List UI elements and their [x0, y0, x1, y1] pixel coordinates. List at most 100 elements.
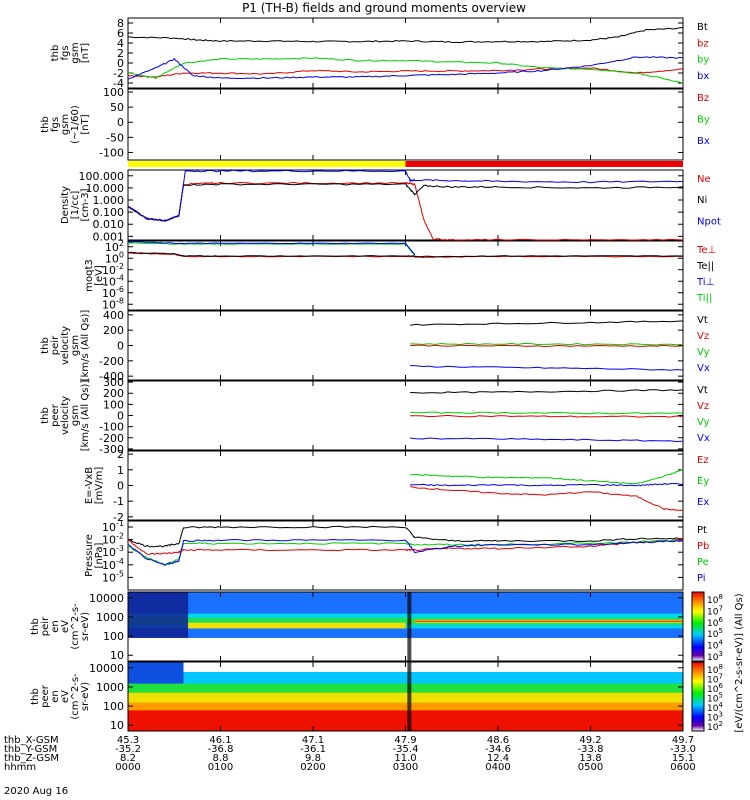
panel-peir_velocity: 400 200 0 -200 -400 thb peir velocity gsm [km/s (…	[40, 309, 710, 383]
legend-entry: Bt	[697, 22, 708, 33]
x-axis-tick-value: 15.1	[672, 753, 694, 764]
series-line-Pt	[127, 525, 684, 548]
y-tick-label: 10-6	[102, 285, 124, 300]
x-axis-tick-value: 0500	[578, 762, 603, 773]
y-axis-title-line: gsm	[60, 114, 71, 135]
x-axis-row-label: thb_Z-GSM	[4, 753, 59, 764]
legend-entry: Vx	[697, 363, 710, 374]
y-axis-title-line: [mV/m]	[94, 467, 105, 505]
y-axis-title-line: moqt3	[84, 259, 95, 292]
series-line-Te||	[127, 251, 684, 258]
colorbar-tick-label: 106	[707, 616, 723, 629]
y-axis-title-line: en	[50, 690, 61, 703]
y-axis-title-line: fgs	[50, 117, 61, 132]
legend-entry: Vt	[697, 385, 708, 396]
series-line-Vt	[410, 389, 684, 394]
x-axis-tick-value: -35.2	[115, 744, 141, 755]
legend-entry: Te||	[696, 261, 714, 272]
y-axis-title-line: fgs	[60, 45, 71, 60]
y-axis-title-line: [km/s (All Qs)]	[80, 310, 91, 382]
legend-entry: Ti⊥	[696, 277, 714, 288]
spectrogram-band	[128, 662, 184, 684]
legend-entry: Npot	[697, 216, 721, 227]
y-axis-title-line: sr-eV)	[80, 682, 91, 711]
panel-e_field: 2 1 0 -1 -2 E=-VxB [mV/m] Ez Ey Ex	[84, 448, 709, 524]
y-axis-title-line: velocity	[60, 326, 71, 365]
y-axis-title-line: [cm-3]	[80, 188, 91, 221]
legend-entry: Vy	[697, 347, 710, 358]
panel-pressure: 10-110-210-310-410-5 Pressure [nPa] Pt Pb Pe P…	[84, 519, 709, 591]
y-axis-title-line: [nPa]	[94, 542, 105, 568]
colorbar-tick-label: 107	[707, 604, 723, 617]
colorbar-tick-label: 104	[707, 701, 723, 714]
series-line-Pb	[127, 539, 684, 556]
panel-peer_spectrogram: 10000 1000 100 10 thb peer en eV (cm^2-s-sr-eV)	[30, 661, 684, 732]
series-line-Vz	[410, 344, 684, 348]
y-axis-title-line: en	[50, 620, 61, 633]
series-line-Vx	[410, 437, 684, 443]
y-tick-label: 10-2	[102, 532, 124, 547]
spectrogram-band	[128, 617, 683, 625]
x-axis-tick-value: 8.2	[120, 753, 136, 764]
y-tick-label: -300	[99, 443, 124, 456]
legend-entry: Pt	[697, 525, 707, 536]
x-axis-tick-value: 0300	[393, 762, 418, 773]
y-axis-title-line: (cm^2-s-	[70, 673, 81, 720]
y-axis-title-line: [nT]	[80, 43, 91, 63]
y-tick-label: 10-5	[102, 569, 124, 584]
y-tick-label: 1000	[96, 611, 124, 624]
y-tick-label: 102	[105, 239, 124, 254]
legend-entry: Ni	[697, 195, 707, 206]
legend-entry: Vt	[697, 315, 708, 326]
spectrogram-gap	[407, 662, 412, 731]
y-tick-label: 10-8	[102, 296, 124, 311]
y-axis-title-line: thb	[40, 337, 51, 354]
series-line-Ex	[410, 482, 684, 487]
y-axis-title-line: eV	[60, 620, 71, 633]
colorbar-tick-label: 104	[707, 639, 723, 652]
y-axis-title-line: gsm	[70, 335, 81, 356]
y-axis-title-line: thb	[40, 407, 51, 424]
legend-entry: by	[697, 55, 709, 66]
x-axis-tick-value: 0100	[208, 762, 233, 773]
y-tick-label: -2	[113, 511, 124, 524]
y-tick-label: 100	[103, 630, 124, 643]
y-tick-label: 10	[110, 649, 124, 662]
legend-entry: bz	[697, 38, 709, 49]
y-tick-label: -100	[99, 146, 124, 159]
legend-entry: Te⊥	[696, 245, 716, 256]
series-line-by	[127, 57, 684, 84]
x-axis-tick-value: 11.0	[394, 753, 416, 764]
x-axis-tick-value: -35.4	[393, 744, 419, 755]
y-tick-label: -100	[99, 421, 124, 434]
y-tick-label: 10-4	[102, 557, 124, 572]
y-axis-title-line: thb	[30, 688, 41, 705]
y-tick-label: -400	[99, 370, 124, 383]
x-axis-tick-value: -34.6	[485, 744, 511, 755]
x-axis-tick-value: 0000	[115, 762, 140, 773]
y-tick-label: 400	[103, 309, 124, 322]
y-axis-title-line: eV	[60, 690, 71, 703]
y-tick-label: 200	[103, 324, 124, 337]
panel-frame	[127, 88, 684, 161]
x-axis-tick-value: -33.0	[670, 744, 696, 755]
date-label: 2020 Aug 16	[4, 786, 68, 797]
y-axis-title-line: Pressure	[84, 534, 95, 577]
y-axis-title-line: velocity	[60, 396, 71, 435]
series-line-Ti⊥	[127, 240, 416, 256]
legend-entry: Ex	[697, 497, 709, 508]
spectrogram-gap	[407, 592, 412, 661]
y-axis-title-line: peer	[40, 684, 51, 708]
y-tick-label: 50	[110, 101, 124, 114]
legend-entry: Pi	[697, 573, 706, 584]
series-line-Npot	[127, 169, 684, 222]
y-tick-label: 0.010	[93, 218, 125, 231]
legend-entry: Ey	[697, 476, 709, 487]
mode-bar-segment	[128, 161, 406, 167]
colorbars-group: 108107106105104103108107106105104103102[…	[691, 591, 745, 733]
colorbar	[691, 661, 705, 732]
